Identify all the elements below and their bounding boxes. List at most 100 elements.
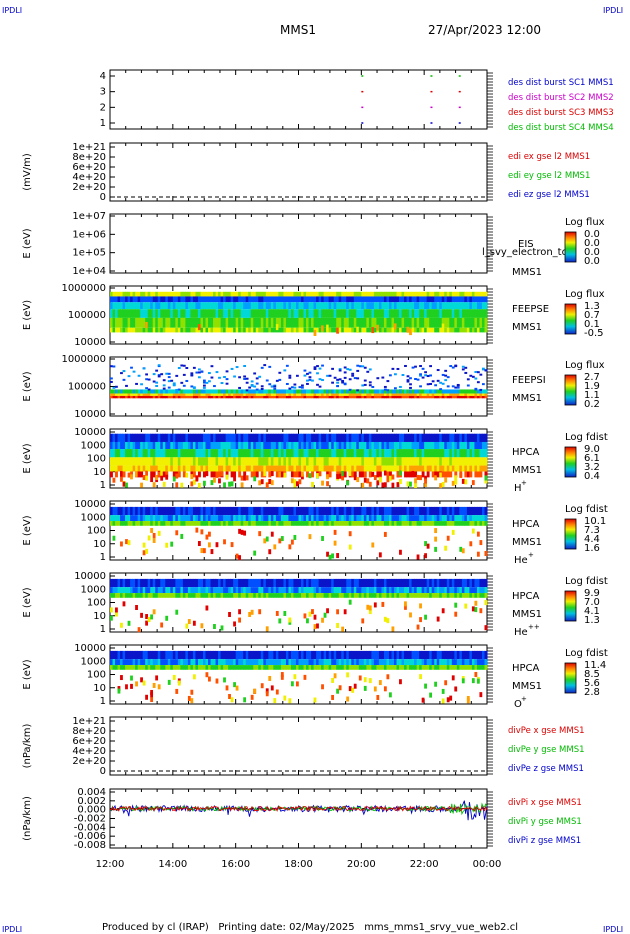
spectrogram-cell [411, 665, 415, 670]
spectrogram-cell [378, 291, 382, 297]
spectrogram-cell [195, 395, 199, 399]
spectrogram-speck [336, 609, 340, 615]
spectrogram-cell [225, 389, 229, 394]
spectrogram-cell [341, 449, 345, 458]
spectrogram-cell [363, 309, 367, 318]
spectrogram-cell [461, 515, 465, 522]
spectrogram-speck [388, 374, 392, 377]
spectrogram-cell [197, 296, 201, 303]
spectrogram-cell [471, 433, 475, 442]
spectrogram-speck [243, 475, 247, 481]
spectrogram-cell [195, 449, 199, 458]
spectrogram-cell [253, 317, 257, 328]
spectrogram-cell [336, 506, 340, 516]
spectrogram-cell [411, 578, 415, 588]
spectrogram-cell [162, 291, 166, 297]
spectrogram-cell [167, 433, 171, 442]
spectrogram-cell [290, 578, 294, 588]
spectrogram-cell [343, 317, 347, 328]
spectrogram-speck [135, 681, 138, 687]
spectrogram-cell [414, 291, 418, 297]
spectrogram-speck [215, 678, 219, 684]
spectrogram-cell [421, 393, 425, 396]
spectrogram-cell [127, 515, 131, 522]
spectrogram-cell [245, 433, 249, 442]
spectrogram-cell [253, 449, 257, 458]
spectrogram-cell [295, 309, 299, 318]
spectrogram-cell [220, 457, 224, 466]
spectrogram-cell [476, 317, 480, 328]
spectrogram-cell [197, 291, 201, 297]
spectrogram-cell [348, 515, 352, 522]
spectrogram-cell [388, 471, 392, 478]
spectrogram-cell [157, 389, 161, 394]
spectrogram-cell [112, 389, 116, 394]
spectrogram-cell [341, 317, 345, 328]
spectrogram-cell [230, 441, 234, 450]
spectrogram-speck [409, 386, 412, 389]
spectrogram-cell [313, 395, 317, 399]
spectrogram-cell [278, 457, 282, 466]
spectrogram-speck [308, 378, 312, 381]
spectrogram-cell [117, 593, 121, 598]
spectrogram-cell [150, 296, 154, 303]
spectrogram-cell [110, 291, 113, 297]
spectrogram-cell [381, 449, 385, 458]
spectrogram-cell [260, 659, 264, 666]
spectrogram-cell [368, 441, 372, 450]
spectrogram-cell [187, 433, 191, 442]
spectrogram-speck [160, 475, 164, 481]
spectrogram-cell [336, 393, 340, 396]
spectrogram-cell [331, 291, 335, 297]
spectrogram-cell [376, 659, 380, 666]
spectrogram-cell [454, 659, 458, 666]
spectrogram-cell [368, 659, 372, 666]
spectrogram-cell [368, 465, 372, 472]
spectrogram-cell [160, 296, 164, 303]
spectrogram-cell [258, 587, 262, 594]
spectrogram-cell [373, 327, 377, 333]
spectrogram-cell [383, 521, 387, 526]
spectrogram-cell [200, 433, 204, 442]
spectrogram-cell [469, 291, 473, 297]
spectrogram-cell [110, 449, 113, 458]
spectrogram-cell [147, 578, 151, 588]
spectrogram-cell [308, 296, 312, 303]
spectrogram-cell [202, 659, 206, 666]
spectrogram-cell [248, 302, 252, 310]
spectrogram-cell [333, 302, 337, 310]
spectrogram-cell [301, 587, 304, 594]
spectrogram-cell [338, 515, 342, 522]
spectrogram-cell [215, 302, 219, 310]
spectrogram-cell [373, 521, 377, 526]
spectrogram-cell [316, 587, 320, 594]
spectrogram-cell [306, 593, 309, 598]
spectrogram-cell [270, 327, 274, 333]
spectrogram-cell [401, 465, 405, 472]
spectrogram-cell [474, 302, 478, 310]
spectrogram-cell [341, 506, 345, 516]
spectrogram-cell [195, 587, 199, 594]
spectrogram-cell [258, 515, 262, 522]
spectrogram-cell [208, 665, 211, 670]
spectrogram-cell [223, 515, 227, 522]
spectrogram-cell [125, 521, 128, 526]
spectrogram-cell [371, 593, 375, 598]
spectrogram-cell [273, 395, 277, 399]
spectrogram-cell [373, 659, 377, 666]
spectrogram-cell [208, 449, 211, 458]
spectrogram-cell [371, 659, 375, 666]
spectrogram-cell [461, 506, 465, 516]
spectrogram-speck [424, 374, 427, 377]
spectrogram-cell [160, 309, 164, 318]
spectrogram-cell [293, 317, 297, 328]
spectrogram-cell [147, 521, 151, 526]
spectrogram-cell [404, 327, 407, 333]
spectrogram-cell [388, 515, 392, 522]
spectrogram-cell [162, 515, 166, 522]
spectrogram-cell [346, 578, 350, 588]
spectrogram-cell [416, 465, 420, 472]
spectrogram-cell [353, 465, 357, 472]
spectrogram-cell [358, 393, 362, 396]
spectrogram-cell [383, 327, 387, 333]
